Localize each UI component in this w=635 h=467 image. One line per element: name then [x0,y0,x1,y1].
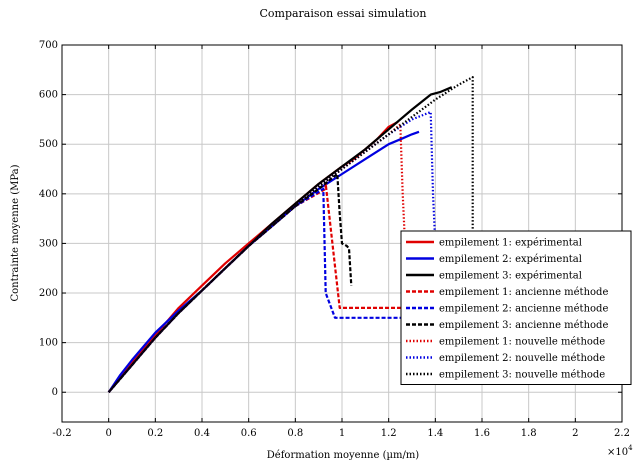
series-line [107,123,407,393]
x-multiplier-base: ×10 [607,447,628,458]
legend-label: empilement 1: expérimental [439,238,582,249]
x-tick-label: 0 [105,428,111,439]
series-line [107,130,420,393]
y-ticks: 0 100 200 300 400 500 600 700 [39,40,622,398]
legend-label: empilement 2: nouvelle méthode [439,353,605,364]
x-multiplier-exponent: 4 [628,444,633,452]
y-tick-label: 500 [39,139,58,150]
x-tick-label: 2.2 [614,428,630,439]
x-tick-label: 1.4 [427,428,443,439]
y-tick-label: 400 [39,189,58,200]
series-line [107,172,353,393]
y-tick-label: 200 [39,288,58,299]
legend-label: empilement 2: ancienne méthode [439,304,608,315]
y-axis-label: Contrainte moyenne (MPa) [10,164,21,301]
y-tick-label: 100 [39,338,58,349]
series-line [107,187,436,393]
series-line [107,182,436,393]
x-axis-label: Déformation moyenne (µm/m) [267,450,420,461]
chart-title: Comparaison essai simulation [259,7,426,20]
legend-label: empilement 3: expérimental [439,271,582,282]
x-tick-label: 1.8 [521,428,537,439]
series-line [107,110,437,393]
y-tick-label: 0 [52,387,58,398]
legend-label: empilement 2: expérimental [439,254,582,265]
x-tick-label: 0.4 [194,428,210,439]
legend-label: empilement 3: ancienne méthode [439,320,608,331]
series-line [107,120,399,393]
x-tick-label: 1.2 [381,428,397,439]
series-line [107,76,474,393]
series-lines [107,76,474,393]
x-tick-label: -0.2 [52,428,71,439]
x-ticks: -0.2 0 0.2 0.4 0.6 0.8 1 1.2 1.4 1.6 1.8 2 2.2 [52,45,630,439]
series-line [107,86,453,393]
x-tick-label: 0.8 [287,428,303,439]
legend-label: empilement 1: nouvelle méthode [439,337,605,348]
x-tick-label: 1.6 [474,428,490,439]
x-tick-label: 1 [339,428,345,439]
legend-box [400,230,632,385]
legend: empilement 1: expérimental empilement 2: … [400,230,632,385]
legend-label: empilement 1: ancienne méthode [439,287,608,298]
x-multiplier: ×104 [607,444,633,458]
x-tick-label: 0.2 [147,428,163,439]
y-tick-label: 700 [39,40,58,51]
x-tick-label: 2 [572,428,578,439]
y-tick-label: 300 [39,238,58,249]
legend-label: empilement 3: nouvelle méthode [439,370,605,381]
y-tick-label: 600 [39,90,58,101]
x-tick-label: 0.6 [241,428,257,439]
